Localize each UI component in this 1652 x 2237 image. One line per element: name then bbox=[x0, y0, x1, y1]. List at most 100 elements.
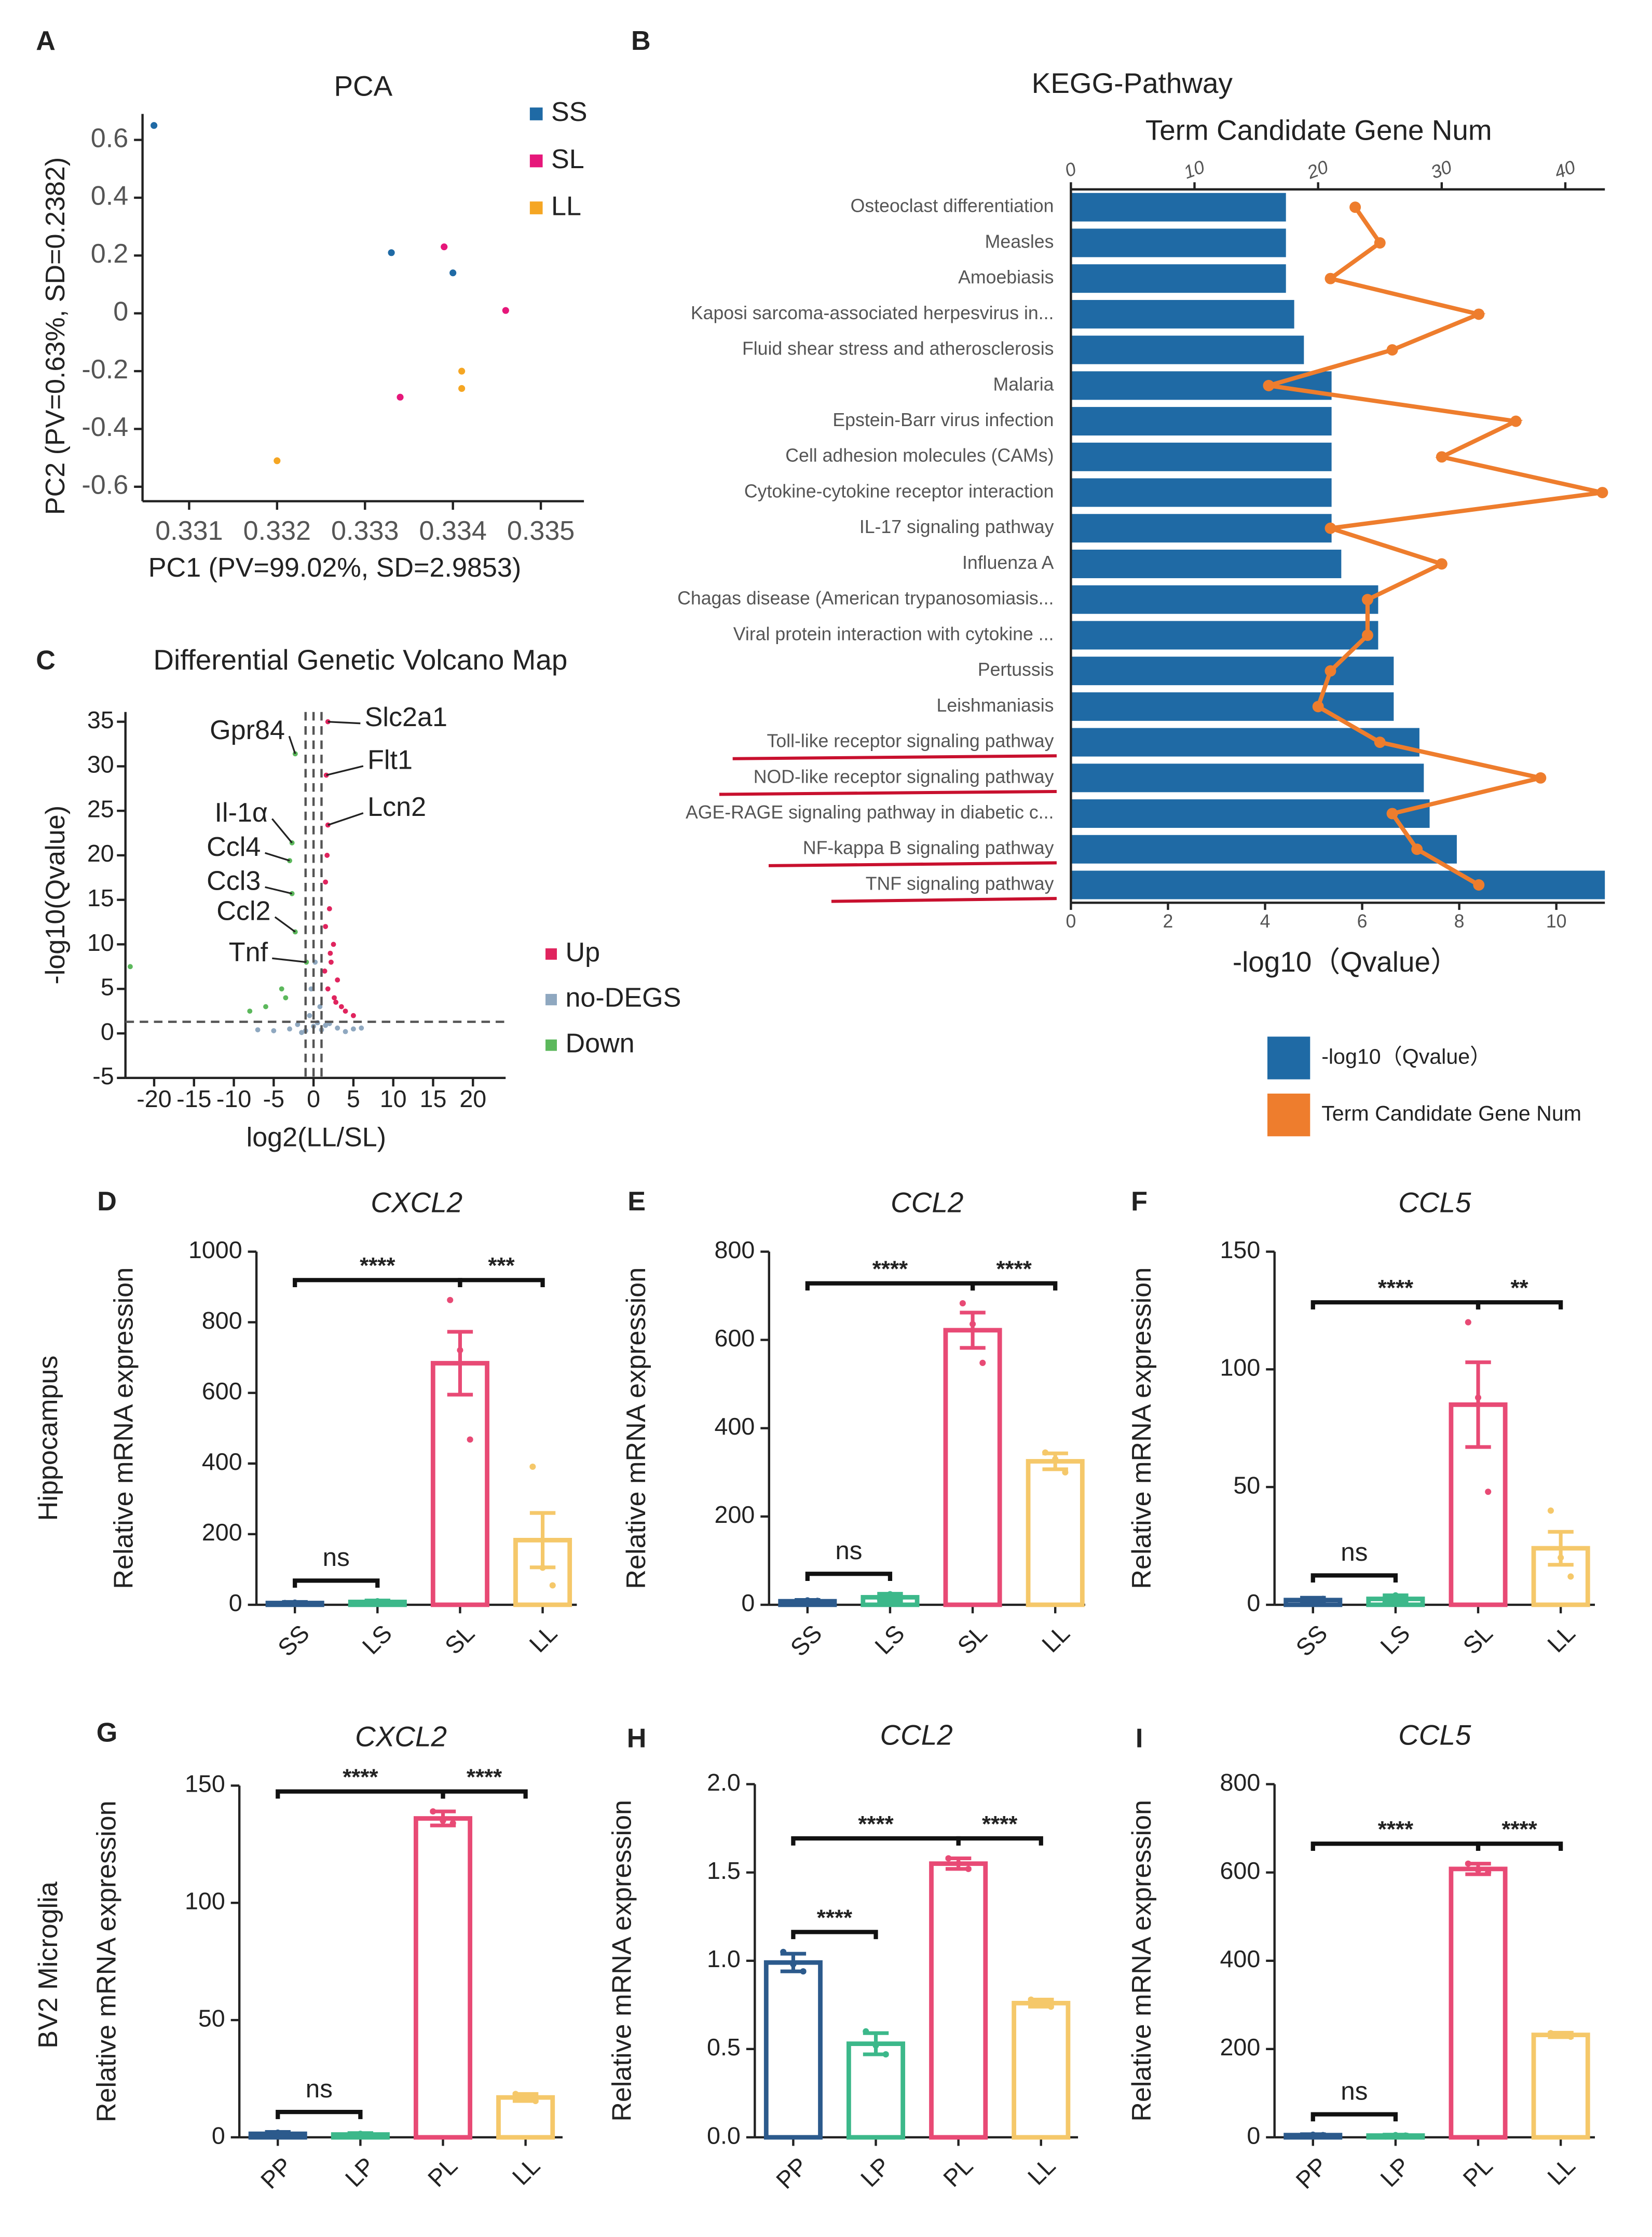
point bbox=[307, 1013, 312, 1018]
category-label: Chagas disease (American trypanosomiasis… bbox=[677, 588, 1054, 609]
replicate-point bbox=[265, 2132, 271, 2138]
replicate-point bbox=[1319, 1595, 1327, 1602]
y-tick-label: 200 bbox=[1220, 2034, 1260, 2061]
replicate-point bbox=[522, 2094, 529, 2101]
replicate-point bbox=[539, 1564, 546, 1571]
legend-swatch bbox=[529, 107, 543, 120]
replicate-point bbox=[872, 2042, 879, 2049]
bar bbox=[1071, 799, 1430, 828]
point bbox=[283, 995, 289, 1001]
replicate-point bbox=[1300, 1598, 1306, 1605]
y-tick-label: -0.4 bbox=[81, 412, 128, 442]
replicate-point bbox=[863, 2028, 869, 2035]
replicate-point bbox=[979, 1359, 986, 1366]
replicate-point bbox=[384, 1599, 391, 1606]
x-tick-label: -15 bbox=[176, 1085, 211, 1112]
significance-label: **** bbox=[817, 1905, 853, 1930]
panel-letter: H bbox=[627, 1723, 647, 1753]
bar bbox=[1071, 728, 1419, 757]
replicate-point bbox=[1300, 2133, 1306, 2139]
y-tick-label: 10 bbox=[87, 929, 114, 956]
replicate-point bbox=[1485, 1489, 1492, 1495]
bar bbox=[1071, 299, 1294, 329]
category-label: NOD-like receptor signaling pathway bbox=[754, 766, 1054, 787]
y-tick-label: 800 bbox=[202, 1307, 242, 1334]
point bbox=[458, 385, 466, 392]
y-axis-label: Relative mRNA expression bbox=[92, 1800, 122, 2122]
category-label: Kaposi sarcoma-associated herpesvirus in… bbox=[691, 303, 1054, 323]
line bbox=[1268, 206, 1603, 887]
legend-swatch bbox=[529, 201, 543, 214]
legend-label: SL bbox=[551, 144, 584, 174]
bar bbox=[943, 1328, 1002, 1607]
category-label: NF-kappa B signaling pathway bbox=[803, 838, 1054, 858]
bar bbox=[1071, 585, 1378, 614]
panel-letter: A bbox=[36, 26, 56, 56]
bar bbox=[1071, 692, 1394, 721]
y-tick-label: 50 bbox=[198, 2004, 225, 2031]
replicate-point bbox=[347, 2132, 354, 2138]
significance-bracket bbox=[1476, 1842, 1563, 1851]
category-label: Pertussis bbox=[978, 659, 1054, 680]
x-tick-label: -20 bbox=[136, 1085, 171, 1112]
panel-letter: D bbox=[97, 1186, 117, 1217]
point bbox=[323, 1022, 329, 1028]
point bbox=[397, 393, 404, 401]
y-tick-label: 35 bbox=[87, 706, 114, 733]
bar bbox=[1449, 1866, 1508, 2140]
y-tick-label: 600 bbox=[202, 1377, 242, 1404]
bar bbox=[1071, 228, 1286, 257]
y-tick-label: 5 bbox=[101, 974, 114, 1001]
line-point bbox=[1386, 808, 1398, 820]
point bbox=[323, 924, 329, 930]
panel-letter: G bbox=[97, 1717, 118, 1748]
bar bbox=[1071, 621, 1378, 650]
bar bbox=[1071, 442, 1332, 471]
y-tick-label: 200 bbox=[202, 1519, 242, 1546]
bar bbox=[1071, 657, 1394, 686]
y-tick-label: 600 bbox=[1220, 1857, 1260, 1884]
category-label: Fluid shear stress and atherosclerosis bbox=[742, 338, 1054, 359]
y-tick-label: 0 bbox=[212, 2122, 225, 2149]
line-point bbox=[1361, 594, 1373, 606]
chart-title: CXCL2 bbox=[355, 1720, 447, 1752]
line-point bbox=[1411, 843, 1423, 855]
x-tick-label: 0 bbox=[1066, 911, 1076, 932]
x-tick-label: 4 bbox=[1260, 911, 1271, 932]
x-tick-label: 0 bbox=[307, 1085, 320, 1112]
y-tick-label: -0.6 bbox=[81, 470, 128, 500]
significance-label: ns bbox=[323, 1543, 350, 1572]
legend-swatch bbox=[529, 154, 543, 168]
annotation-pointer bbox=[327, 812, 364, 826]
significance-bracket bbox=[791, 1930, 878, 1940]
point bbox=[151, 122, 158, 129]
point bbox=[328, 959, 334, 965]
point bbox=[350, 1026, 356, 1032]
replicate-point bbox=[302, 1600, 308, 1607]
replicate-point bbox=[549, 1582, 556, 1589]
x-tick-label: 8 bbox=[1454, 911, 1465, 932]
replicate-point bbox=[364, 1599, 371, 1605]
y-axis-label: PC2 (PV=0.63%, SD=0.2382) bbox=[40, 157, 71, 515]
replicate-point bbox=[1028, 1996, 1034, 2003]
point bbox=[323, 879, 329, 885]
replicate-point bbox=[1047, 2003, 1055, 2010]
point bbox=[295, 1021, 301, 1027]
point bbox=[247, 1008, 253, 1014]
significance-bracket bbox=[956, 1836, 1043, 1846]
y-tick-label: 200 bbox=[715, 1501, 755, 1528]
panel-letter: B bbox=[631, 26, 651, 56]
category-label: Malaria bbox=[993, 374, 1054, 394]
panel-letter: E bbox=[627, 1186, 646, 1217]
point bbox=[359, 1025, 364, 1031]
significance-label: **** bbox=[872, 1257, 908, 1282]
replicate-point bbox=[467, 1436, 473, 1443]
annotation-pointer bbox=[265, 886, 293, 895]
point bbox=[343, 1008, 348, 1014]
replicate-point bbox=[1474, 1867, 1482, 1874]
x-tick-label: 5 bbox=[347, 1085, 360, 1112]
significance-bracket bbox=[293, 1578, 380, 1588]
line-point bbox=[1436, 558, 1448, 570]
y-axis-label: Relative mRNA expression bbox=[1127, 1267, 1157, 1589]
